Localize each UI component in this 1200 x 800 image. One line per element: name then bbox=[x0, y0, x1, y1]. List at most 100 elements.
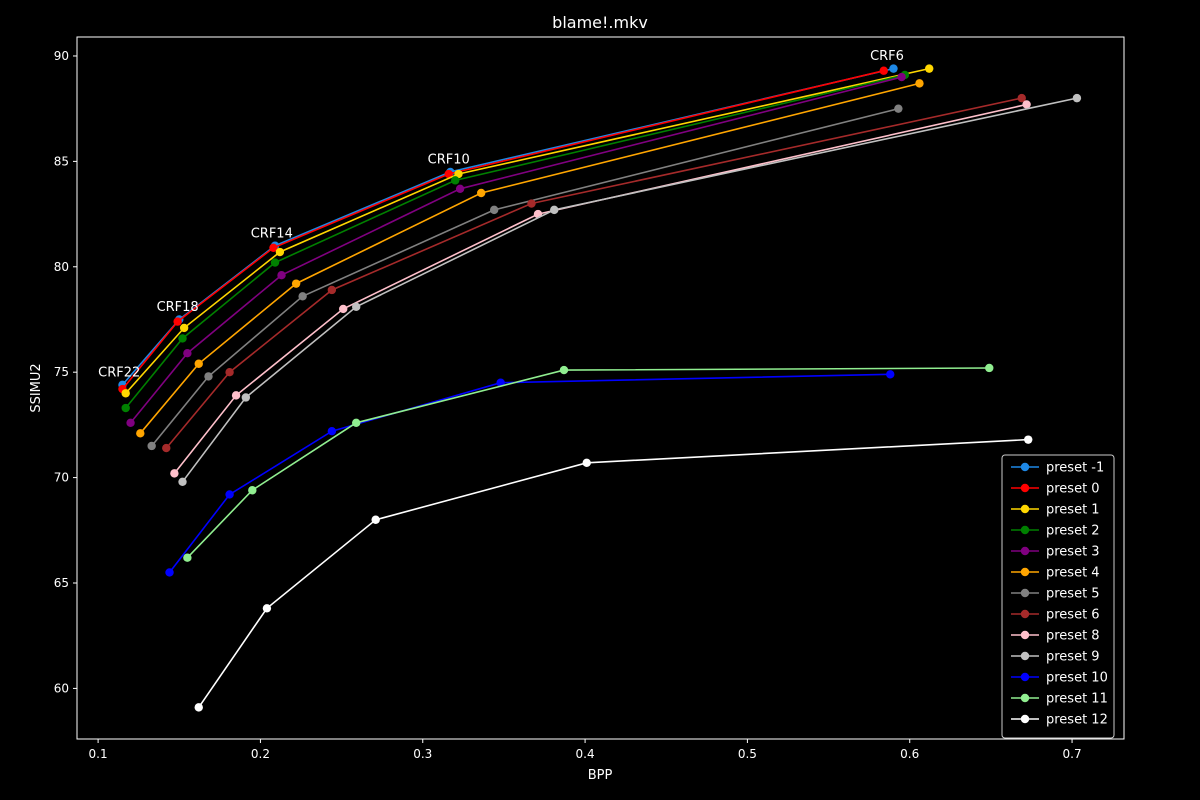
x-tick-label: 0.7 bbox=[1063, 747, 1082, 761]
legend-marker bbox=[1020, 546, 1030, 556]
y-axis-label: SSIMU2 bbox=[29, 363, 44, 412]
annotation-label: CRF18 bbox=[157, 300, 199, 315]
data-point bbox=[889, 64, 898, 73]
legend-label: preset 3 bbox=[1046, 545, 1100, 560]
legend: preset -1 preset 0 preset 1 preset 2 preset … bbox=[1001, 454, 1115, 739]
data-point bbox=[476, 188, 486, 198]
data-point bbox=[298, 292, 307, 301]
data-point bbox=[162, 443, 171, 453]
data-point bbox=[183, 349, 192, 358]
annotation-label: CRF14 bbox=[251, 226, 293, 241]
legend-item: preset 9 bbox=[1011, 650, 1100, 665]
series-preset8 bbox=[170, 100, 1031, 478]
data-point bbox=[454, 169, 463, 179]
data-point bbox=[550, 205, 559, 215]
data-point bbox=[352, 418, 361, 427]
legend-item: preset 4 bbox=[1011, 566, 1100, 581]
data-point bbox=[489, 205, 499, 215]
legend-label: preset 9 bbox=[1046, 650, 1100, 665]
series-preset5 bbox=[147, 104, 903, 451]
data-point bbox=[327, 427, 337, 436]
data-point bbox=[262, 604, 272, 613]
data-point bbox=[179, 323, 189, 333]
annotation-label: CRF6 bbox=[870, 49, 904, 64]
data-point bbox=[241, 393, 251, 402]
plot-area bbox=[76, 36, 1125, 740]
legend-label: preset -1 bbox=[1046, 461, 1104, 476]
legend-item: preset -1 bbox=[1011, 461, 1104, 476]
data-point bbox=[291, 279, 301, 288]
data-point bbox=[1072, 93, 1082, 103]
series-preset6 bbox=[162, 93, 1026, 453]
data-point bbox=[897, 72, 906, 82]
legend-marker bbox=[1020, 483, 1030, 493]
legend-item: preset 2 bbox=[1011, 524, 1100, 539]
legend-label: preset 2 bbox=[1046, 524, 1100, 539]
y-tick-label: 65 bbox=[54, 576, 69, 590]
legend-label: preset 12 bbox=[1046, 713, 1108, 728]
legend-marker bbox=[1020, 609, 1030, 619]
legend-label: preset 1 bbox=[1046, 503, 1100, 518]
legend-label: preset 8 bbox=[1046, 629, 1100, 644]
data-point bbox=[327, 285, 337, 295]
data-point bbox=[1022, 100, 1031, 109]
legend-box bbox=[1001, 454, 1115, 739]
x-axis-label: BPP bbox=[588, 768, 613, 783]
x-tick-label: 0.3 bbox=[413, 747, 432, 761]
data-point bbox=[178, 477, 187, 487]
data-point bbox=[1017, 93, 1026, 103]
y-tick-label: 80 bbox=[54, 260, 69, 274]
annotation-label: CRF10 bbox=[428, 152, 470, 167]
data-point bbox=[277, 271, 286, 280]
legend-marker bbox=[1020, 462, 1030, 472]
data-point bbox=[270, 258, 280, 267]
data-point bbox=[231, 391, 241, 400]
annotation-layer: CRF22 CRF18 CRF14 CRF10 CRF6 bbox=[98, 49, 904, 380]
data-point bbox=[1024, 435, 1033, 444]
data-point bbox=[194, 703, 203, 712]
series-preset4 bbox=[136, 79, 924, 438]
legend-marker bbox=[1020, 630, 1030, 640]
y-tick-label: 60 bbox=[54, 681, 69, 695]
data-point bbox=[582, 458, 591, 468]
legend-label: preset 4 bbox=[1046, 566, 1100, 581]
legend-item: preset 6 bbox=[1011, 608, 1100, 623]
y-tick-label: 75 bbox=[54, 365, 69, 379]
legend-marker bbox=[1020, 693, 1030, 703]
data-point bbox=[126, 418, 135, 427]
data-point bbox=[121, 403, 130, 413]
data-point bbox=[136, 429, 145, 438]
legend-item: preset 3 bbox=[1011, 545, 1100, 560]
x-axis: 0.1 0.2 0.3 0.4 0.5 0.6 0.7 bbox=[89, 739, 1082, 761]
data-point bbox=[985, 363, 994, 373]
series-preset12 bbox=[194, 435, 1033, 712]
legend-item: preset 1 bbox=[1011, 503, 1100, 518]
data-point bbox=[444, 169, 453, 179]
data-point bbox=[886, 370, 895, 379]
data-point bbox=[170, 469, 179, 478]
data-point bbox=[225, 490, 234, 499]
data-point bbox=[455, 184, 465, 193]
y-axis: 60 65 70 75 80 85 90 bbox=[54, 49, 77, 695]
data-point bbox=[275, 247, 285, 257]
legend-marker bbox=[1020, 525, 1030, 535]
data-point bbox=[925, 64, 934, 73]
series-preset1 bbox=[121, 64, 934, 398]
data-point bbox=[204, 372, 213, 381]
data-point bbox=[194, 359, 203, 368]
legend-marker bbox=[1020, 567, 1030, 577]
x-tick-label: 0.1 bbox=[89, 747, 108, 761]
legend-label: preset 6 bbox=[1046, 608, 1100, 623]
legend-marker bbox=[1020, 588, 1030, 598]
legend-item: preset 8 bbox=[1011, 629, 1100, 644]
data-point bbox=[147, 441, 156, 451]
legend-item: preset 10 bbox=[1011, 671, 1108, 686]
data-point bbox=[894, 104, 903, 113]
legend-item: preset 12 bbox=[1011, 713, 1108, 728]
series-preset2 bbox=[121, 70, 910, 413]
x-tick-label: 0.6 bbox=[900, 747, 919, 761]
annotation-label: CRF22 bbox=[98, 365, 140, 380]
data-point bbox=[879, 66, 888, 75]
